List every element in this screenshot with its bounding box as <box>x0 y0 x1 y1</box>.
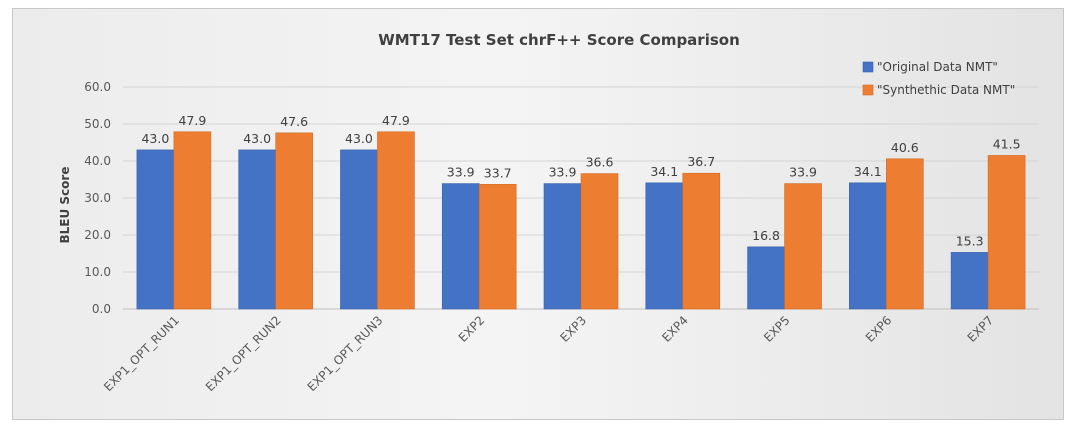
y-tick-label: 40.0 <box>84 154 111 168</box>
bar-original <box>950 252 989 310</box>
data-label: 33.9 <box>789 165 817 180</box>
data-label: 43.0 <box>345 131 373 146</box>
bar-original <box>543 183 582 310</box>
chart-area: WMT17 Test Set chrF++ Score Comparison 0… <box>12 8 1064 420</box>
y-tick-label: 0.0 <box>92 302 111 316</box>
data-label: 40.6 <box>891 140 919 155</box>
data-label: 33.7 <box>484 165 512 180</box>
data-label: 34.1 <box>650 164 678 179</box>
data-label: 36.6 <box>586 155 614 170</box>
data-label: 47.9 <box>178 113 206 128</box>
data-label: 43.0 <box>141 131 169 146</box>
data-label: 43.0 <box>243 131 271 146</box>
bar-chart: WMT17 Test Set chrF++ Score Comparison 0… <box>58 31 1039 394</box>
data-label: 47.9 <box>382 113 410 128</box>
x-tick-label: EXP1_OPT_RUN1 <box>101 313 182 394</box>
data-label: 47.6 <box>280 114 308 129</box>
bar-original <box>238 149 276 310</box>
x-tick-label: EXP3 <box>558 313 590 345</box>
bar-synthetic <box>682 172 721 310</box>
y-tick-label: 60.0 <box>84 80 111 94</box>
bar-synthetic <box>580 173 619 310</box>
legend-label: "Original Data NMT" <box>877 60 998 74</box>
data-label: 16.8 <box>752 228 780 243</box>
legend-swatch <box>862 61 874 73</box>
legend: "Original Data NMT" "Synthethic Data NMT" <box>862 60 1015 97</box>
chart-title: WMT17 Test Set chrF++ Score Comparison <box>378 31 740 49</box>
data-label: 33.9 <box>549 165 577 180</box>
bar-synthetic <box>173 131 212 310</box>
category-labels: EXP1_OPT_RUN1 EXP1_OPT_RUN2 EXP1_OPT_RUN3 E… <box>101 313 996 394</box>
bar-synthetic <box>886 158 924 310</box>
bar-synthetic <box>275 132 313 310</box>
y-tick-label: 30.0 <box>84 191 111 205</box>
bar-synthetic <box>377 131 415 310</box>
bar-original <box>340 149 378 310</box>
x-tick-label: EXP1_OPT_RUN2 <box>203 313 284 394</box>
data-label: 41.5 <box>993 136 1021 151</box>
bar-original <box>645 182 684 310</box>
y-axis-label: BLEU Score <box>58 167 72 244</box>
data-labels: 43.0 47.9 43.0 47.6 43.0 47.9 33.9 33.7 33.9 36.6… <box>141 113 1020 249</box>
data-label: 15.3 <box>956 233 984 248</box>
data-label: 36.7 <box>687 154 715 169</box>
bar-synthetic <box>987 155 1026 310</box>
y-tick-label: 50.0 <box>84 117 111 131</box>
x-tick-label: EXP7 <box>965 313 997 345</box>
x-tick-label: EXP6 <box>863 313 895 345</box>
legend-label: "Synthethic Data NMT" <box>877 83 1015 97</box>
data-label: 34.1 <box>854 164 882 179</box>
x-tick-label: EXP5 <box>761 313 793 345</box>
bar-synthetic <box>784 183 822 310</box>
data-label: 33.9 <box>447 165 475 180</box>
bars <box>136 131 1026 310</box>
x-tick-label: EXP4 <box>659 313 691 345</box>
legend-swatch <box>862 84 874 96</box>
bar-synthetic <box>478 184 517 310</box>
x-tick-label: EXP1_OPT_RUN3 <box>305 313 386 394</box>
bar-original <box>747 246 785 310</box>
bar-original <box>136 149 175 310</box>
bar-original <box>441 183 480 310</box>
bar-original <box>849 182 887 310</box>
y-tick-label: 10.0 <box>84 265 111 279</box>
y-tick-label: 20.0 <box>84 228 111 242</box>
y-axis-ticks: 0.0 10.0 20.0 30.0 40.0 50.0 60.0 <box>84 80 111 316</box>
x-tick-label: EXP2 <box>456 313 488 345</box>
